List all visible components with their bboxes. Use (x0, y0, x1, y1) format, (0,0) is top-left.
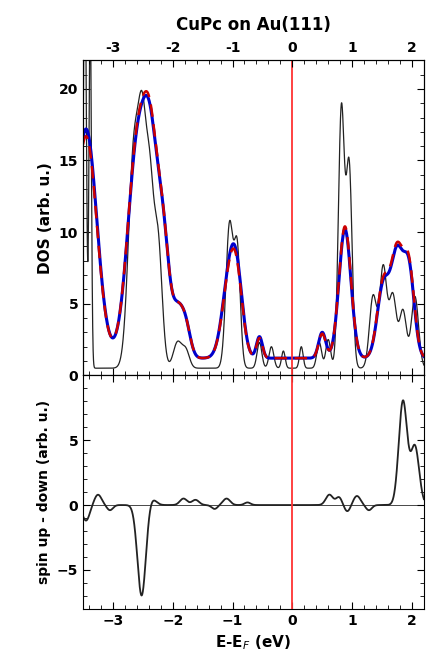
Title: CuPc on Au(111): CuPc on Au(111) (176, 16, 331, 34)
X-axis label: E-E$_F$ (eV): E-E$_F$ (eV) (215, 633, 291, 652)
Y-axis label: DOS (arb. u.): DOS (arb. u.) (38, 162, 53, 274)
Y-axis label: spin up - down (arb. u.): spin up - down (arb. u.) (37, 400, 51, 584)
